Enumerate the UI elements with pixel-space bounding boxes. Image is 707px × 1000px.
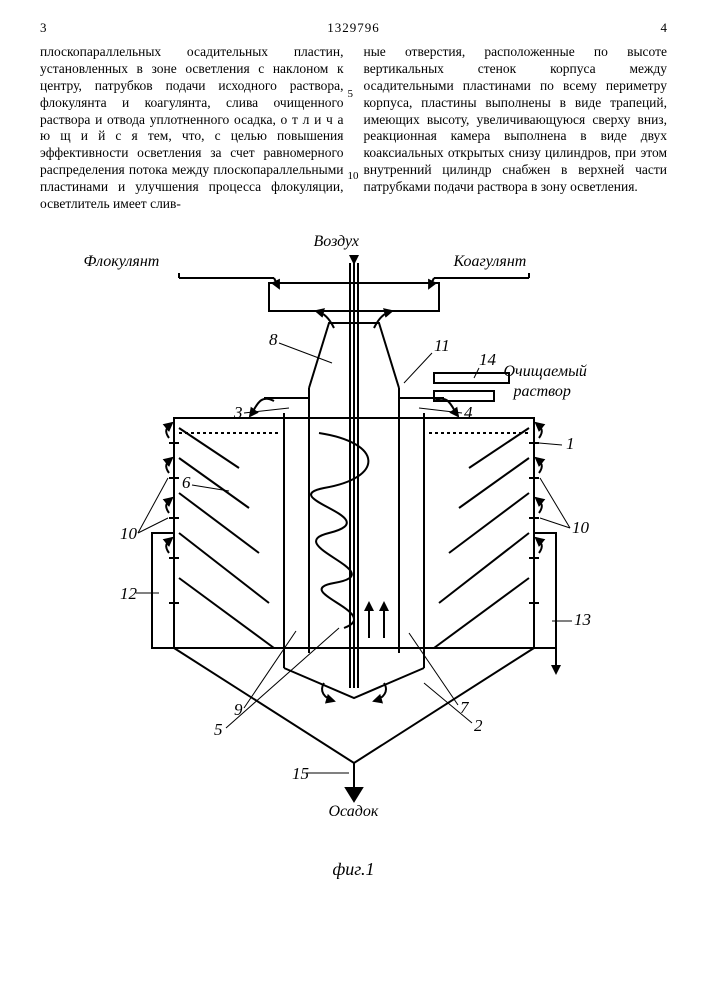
body-text-right: ные отверстия, расположенные по высоте в… <box>364 44 668 194</box>
callout-11: 11 <box>434 336 450 355</box>
figure-svg: 8 11 14 3 4 1 6 10 10 12 13 9 5 7 2 15 <box>74 233 634 833</box>
label-rastvor: раствор <box>514 383 571 401</box>
label-osadok: Осадок <box>329 803 379 821</box>
callout-13: 13 <box>574 610 591 629</box>
label-koagulyant: Коагулянт <box>454 253 527 271</box>
label-flokulyant: Флокулянт <box>84 253 160 271</box>
callout-4: 4 <box>464 403 473 422</box>
callout-2: 2 <box>474 716 483 735</box>
left-column: плоскопараллельных осадительных пластин,… <box>40 44 344 213</box>
header-row: 3 1329796 4 <box>40 20 667 36</box>
callout-15: 15 <box>292 764 309 783</box>
label-ochishchaemyy: Очищаемый <box>504 363 587 381</box>
figure-1: Флокулянт Воздух Коагулянт Очищаемый рас… <box>74 233 634 853</box>
callout-8: 8 <box>269 330 278 349</box>
callout-10-right: 10 <box>572 518 590 537</box>
callout-10-left: 10 <box>120 524 138 543</box>
right-column: 5 10 ные отверстия, расположенные по выс… <box>364 44 668 213</box>
document-number: 1329796 <box>60 20 647 36</box>
callout-6: 6 <box>182 473 191 492</box>
page: 3 1329796 4 плоскопараллельных осадитель… <box>0 0 707 910</box>
figure-caption: фиг.1 <box>40 859 667 880</box>
callout-5: 5 <box>214 720 223 739</box>
line-number-5: 5 <box>348 88 354 102</box>
body-text-left: плоскопараллельных осадительных пластин,… <box>40 44 344 211</box>
line-number-10: 10 <box>348 170 359 184</box>
text-columns: плоскопараллельных осадительных пластин,… <box>40 44 667 213</box>
label-vozdukh: Воздух <box>314 233 359 251</box>
page-num-right: 4 <box>647 20 667 36</box>
page-num-left: 3 <box>40 20 60 36</box>
callout-9: 9 <box>234 700 243 719</box>
callout-7: 7 <box>460 698 470 717</box>
callout-1: 1 <box>566 434 575 453</box>
callout-3: 3 <box>233 403 243 422</box>
callout-12: 12 <box>120 584 138 603</box>
callout-14: 14 <box>479 350 497 369</box>
